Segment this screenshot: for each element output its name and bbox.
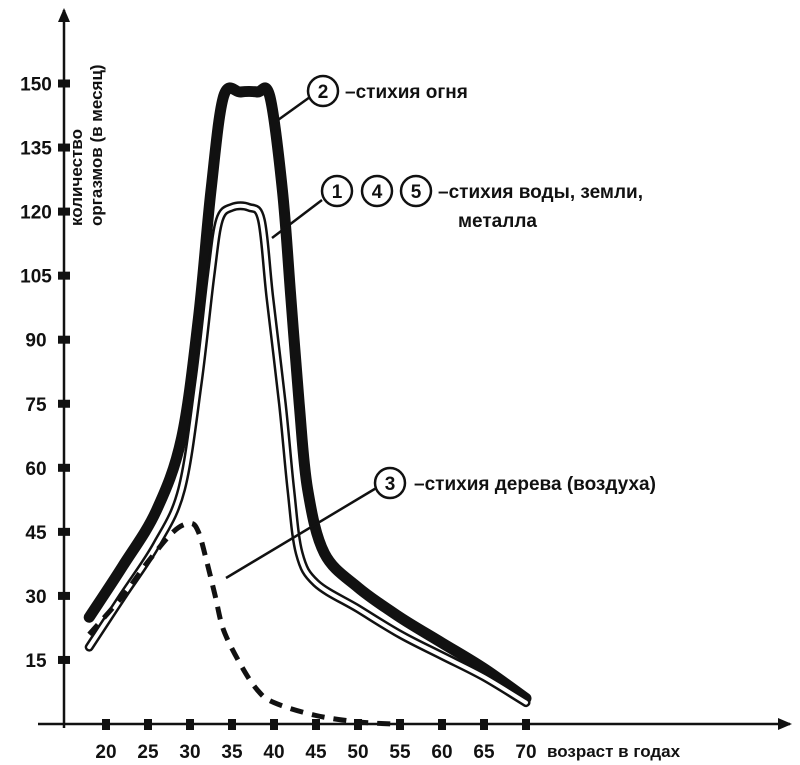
series-line-fire (83, 82, 532, 704)
x-tick-label: 65 (473, 742, 495, 763)
x-tick-mark (186, 719, 194, 730)
svg-text:2: 2 (318, 82, 329, 103)
y-tick-mark (58, 335, 70, 344)
label-fire: –стихия огня (345, 82, 468, 103)
axes (38, 8, 792, 730)
y-tick-mark (58, 271, 70, 280)
y-tick-mark (58, 591, 70, 600)
badge-2: 2 (306, 74, 340, 108)
badge-4: 4 (360, 174, 394, 208)
y-tick-mark (58, 399, 70, 408)
series-line-wood-air (87, 520, 392, 727)
x-tick-label: 45 (305, 742, 327, 763)
y-axis-title-line-2: оргазмов (в месяц) (87, 64, 106, 226)
x-tick-mark (396, 719, 404, 730)
x-tick-label: 30 (179, 742, 200, 763)
y-tick-label: 45 (25, 523, 47, 544)
series-2 (84, 201, 531, 708)
leader-line-fire (277, 95, 311, 122)
series-1 (83, 82, 532, 704)
label-wood-air: –стихия дерева (воздуха) (414, 474, 656, 495)
x-tick-mark (480, 719, 488, 730)
x-tick-label: 70 (515, 742, 536, 763)
annotations: 2 –стихия огня 1 4 5 –стихия воды, земли… (225, 74, 656, 580)
y-tick-mark (58, 79, 70, 88)
y-tick-label: 105 (20, 267, 52, 288)
x-tick-label: 25 (137, 742, 159, 763)
svg-text:3: 3 (385, 474, 396, 495)
y-tick-mark (58, 143, 70, 152)
x-tick-label: 35 (221, 742, 243, 763)
x-tick-mark (228, 719, 236, 730)
y-tick-mark (58, 207, 70, 216)
series-layer (83, 82, 532, 727)
y-tick-label: 60 (25, 459, 46, 480)
x-tick-mark (312, 719, 320, 730)
y-tick-label: 135 (20, 139, 52, 160)
leader-line-water-earth-metal (271, 199, 323, 239)
y-ticks: 15 30 45 60 75 90 105 120 135 150 (20, 75, 70, 672)
series-line-water-earth-metal-inner (87, 203, 528, 705)
y-tick-label: 75 (25, 395, 47, 416)
y-tick-label: 150 (20, 75, 52, 96)
y-tick-label: 15 (25, 651, 47, 672)
x-tick-mark (354, 719, 362, 730)
x-tick-label: 40 (263, 742, 284, 763)
x-ticks: 20 25 30 35 40 45 50 55 60 65 70 (95, 719, 537, 763)
x-tick-mark (270, 719, 278, 730)
y-tick-label: 30 (25, 587, 46, 608)
badge-1: 1 (320, 174, 354, 208)
x-tick-mark (102, 719, 110, 730)
y-tick-mark (58, 463, 70, 472)
x-axis-title: возраст в годах (547, 742, 681, 761)
y-axis-title: количество оргазмов (в месяц) (67, 64, 106, 226)
x-tick-label: 20 (95, 742, 116, 763)
x-tick-label: 60 (431, 742, 452, 763)
svg-text:5: 5 (411, 182, 422, 203)
badge-5: 5 (399, 174, 433, 208)
series-3 (87, 520, 392, 727)
x-tick-label: 55 (389, 742, 411, 763)
y-tick-mark (58, 655, 70, 664)
y-tick-label: 120 (20, 203, 52, 224)
y-axis-title-line-1: количество (67, 129, 86, 226)
x-tick-mark (522, 719, 530, 730)
x-tick-mark (438, 719, 446, 730)
leader-line-wood-air (225, 485, 379, 580)
label-water-earth-metal: –стихия воды, земли, металла (438, 182, 648, 232)
badge-3: 3 (373, 466, 407, 500)
svg-text:4: 4 (372, 182, 383, 203)
svg-text:1: 1 (332, 182, 343, 203)
y-tick-label: 90 (25, 331, 46, 352)
x-tick-mark (144, 719, 152, 730)
x-tick-label: 50 (347, 742, 368, 763)
y-tick-mark (58, 527, 70, 536)
